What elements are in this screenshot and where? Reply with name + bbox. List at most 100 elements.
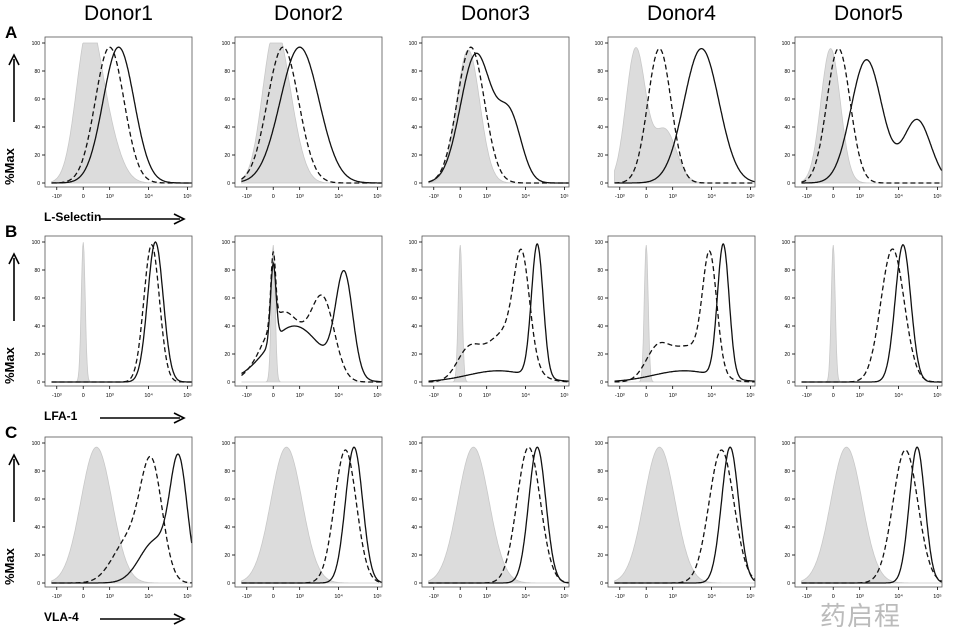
- solid-histogram: [51, 241, 192, 383]
- x-tick-label: 10³: [296, 594, 304, 600]
- y-tick-label: 0: [600, 181, 603, 187]
- plot-frame: [421, 436, 570, 588]
- plot-frame: [234, 436, 383, 588]
- x-tick-label: 10⁴: [334, 392, 343, 399]
- x-arrow-head: [173, 613, 186, 625]
- panel-C-1: 0 20 40 60 80 100 -10³ 0 10³ 10⁴ 10⁵: [32, 436, 193, 600]
- y-tick-label: 20: [597, 352, 603, 358]
- solid-histogram: [241, 261, 382, 383]
- row-letter: B: [5, 222, 18, 241]
- control-histogram: [428, 446, 569, 584]
- x-tick-label: 10³: [669, 393, 677, 399]
- column-header: Donor3: [461, 2, 530, 25]
- x-tick-label: 10³: [296, 393, 304, 399]
- y-tick-label: 0: [787, 380, 790, 386]
- x-tick-label: 10⁴: [521, 193, 530, 200]
- plot-frame: [794, 235, 943, 387]
- row-letter: C: [5, 423, 18, 442]
- y-tick-label: 20: [784, 352, 790, 358]
- y-tick-label: 40: [597, 525, 603, 531]
- y-tick-label: 60: [597, 296, 603, 302]
- column-header: Donor2: [274, 2, 343, 25]
- plot-frame: [607, 235, 756, 387]
- y-tick-label: 40: [34, 324, 40, 330]
- x-tick-label: -10³: [52, 393, 62, 399]
- y-tick-label: 40: [411, 125, 417, 131]
- dashed-histogram: [801, 47, 942, 184]
- dashed-histogram: [51, 46, 192, 184]
- x-tick-label: 10⁴: [334, 593, 343, 600]
- y-tick-label: 60: [784, 97, 790, 103]
- y-tick-label: 80: [411, 268, 417, 274]
- solid-histogram: [428, 243, 569, 382]
- y-tick-label: 40: [224, 125, 230, 131]
- y-tick-label: 80: [597, 469, 603, 475]
- y-tick-label: 60: [597, 497, 603, 503]
- x-tick-label: 10⁵: [373, 392, 381, 399]
- y-tick-label: 0: [37, 181, 40, 187]
- y-tick-label: 0: [37, 581, 40, 587]
- x-tick-label: 10⁵: [746, 392, 754, 399]
- x-tick-label: 10³: [856, 393, 864, 399]
- x-axis-label: LFA-1: [44, 409, 78, 423]
- y-tick-label: 0: [787, 181, 790, 187]
- y-tick-label: 60: [411, 97, 417, 103]
- y-tick-label: 80: [784, 69, 790, 75]
- y-tick-label: 40: [597, 125, 603, 131]
- y-tick-label: 80: [784, 268, 790, 274]
- x-tick-label: 0: [832, 393, 835, 399]
- y-tick-label: 20: [411, 553, 417, 559]
- control-histogram: [428, 49, 569, 184]
- solid-histogram: [51, 46, 192, 184]
- panel-A-3: 0 20 40 60 80 100 -10³ 0 10³ 10⁴ 10⁵: [409, 36, 570, 200]
- x-tick-label: 10⁵: [373, 593, 381, 600]
- x-tick-label: 10³: [483, 393, 491, 399]
- y-tick-label: 20: [784, 553, 790, 559]
- solid-histogram: [428, 446, 569, 584]
- y-tick-label: 100: [782, 240, 791, 246]
- y-tick-label: 0: [414, 181, 417, 187]
- plot-frame: [794, 36, 943, 188]
- y-tick-label: 0: [227, 380, 230, 386]
- x-tick-label: -10³: [615, 194, 625, 200]
- plot-frame: [421, 36, 570, 188]
- x-tick-label: 10³: [483, 594, 491, 600]
- x-tick-label: 0: [832, 594, 835, 600]
- x-tick-label: -10³: [242, 194, 252, 200]
- y-tick-label: 80: [34, 69, 40, 75]
- solid-histogram: [801, 446, 942, 584]
- column-header: Donor1: [84, 2, 153, 25]
- plot-frame: [234, 235, 383, 387]
- control-histogram: [614, 245, 755, 383]
- y-arrow-head: [8, 453, 20, 466]
- solid-histogram: [614, 446, 756, 584]
- control-histogram: [51, 42, 192, 184]
- panel-A-1: 0 20 40 60 80 100 -10³ 0 10³ 10⁴ 10⁵: [32, 36, 193, 200]
- x-tick-label: 0: [645, 393, 648, 399]
- y-tick-label: 20: [784, 153, 790, 159]
- plot-frame: [44, 235, 193, 387]
- panel-C-2: 0 20 40 60 80 100 -10³ 0 10³ 10⁴ 10⁵: [222, 436, 383, 600]
- y-tick-label: 60: [411, 296, 417, 302]
- x-tick-label: 10⁴: [894, 593, 903, 600]
- y-tick-label: 100: [409, 441, 418, 447]
- panel-A-5: 0 20 40 60 80 100 -10³ 0 10³ 10⁴ 10⁵: [782, 36, 943, 200]
- plot-frame: [607, 36, 756, 188]
- x-tick-label: -10³: [429, 393, 439, 399]
- x-arrow-head: [173, 213, 186, 225]
- y-tick-label: 0: [414, 380, 417, 386]
- y-tick-label: 100: [222, 41, 231, 47]
- plot-frame: [607, 436, 756, 588]
- x-tick-label: 10⁵: [746, 193, 754, 200]
- x-tick-label: 10⁵: [560, 392, 568, 399]
- y-tick-label: 80: [224, 469, 230, 475]
- dashed-histogram: [241, 251, 382, 383]
- y-tick-label: 40: [784, 125, 790, 131]
- x-tick-label: -10³: [429, 594, 439, 600]
- plot-frame: [234, 36, 383, 188]
- panel-A-2: 0 20 40 60 80 100 -10³ 0 10³ 10⁴ 10⁵: [222, 36, 383, 200]
- y-tick-label: 20: [597, 553, 603, 559]
- dashed-histogram: [51, 455, 192, 584]
- x-tick-label: 0: [645, 594, 648, 600]
- y-tick-label: 100: [782, 41, 791, 47]
